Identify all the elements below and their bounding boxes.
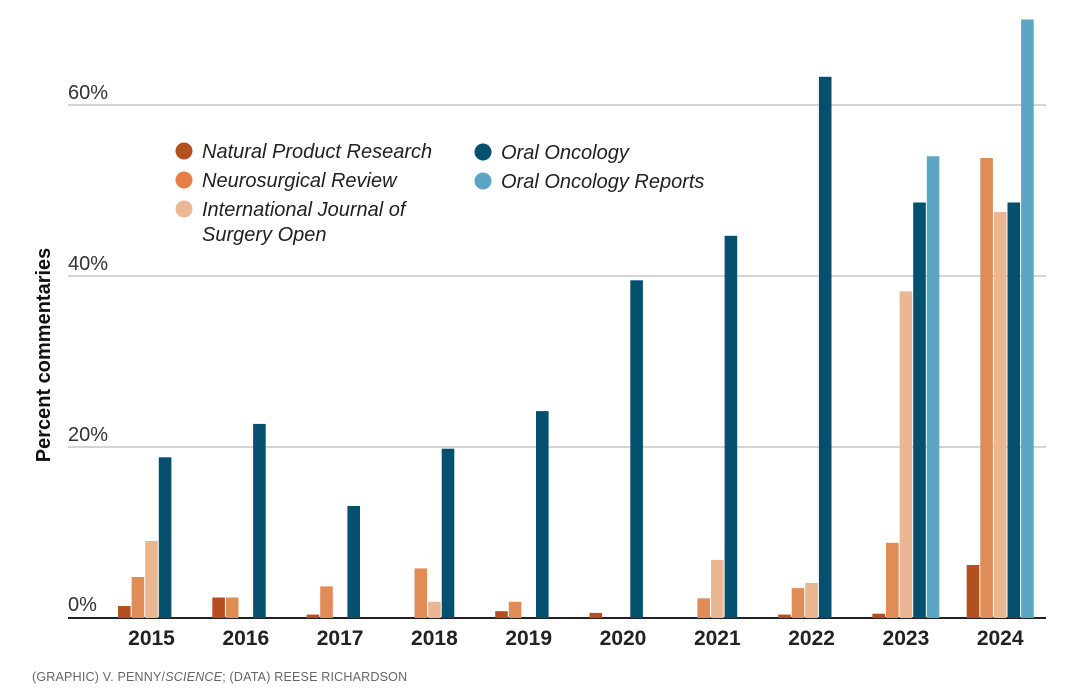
bar bbox=[711, 559, 724, 618]
bar bbox=[414, 568, 428, 618]
legend-label: International Journal of Surgery Open bbox=[202, 199, 408, 246]
legend-item: Oral Oncology bbox=[474, 142, 630, 164]
bar bbox=[589, 612, 603, 618]
legend-item: Neurosurgical Review bbox=[175, 170, 398, 192]
x-tick-label: 2020 bbox=[600, 627, 647, 650]
credit-line: (GRAPHIC) V. PENNY/SCIENCE; (DATA) REESE… bbox=[32, 670, 407, 684]
legend-swatch bbox=[175, 142, 193, 160]
x-tick-label: 2024 bbox=[977, 627, 1024, 650]
bar bbox=[791, 588, 805, 618]
x-tick-label: 2022 bbox=[788, 627, 835, 650]
bar bbox=[966, 565, 980, 618]
legend-label: Oral Oncology Reports bbox=[501, 171, 704, 193]
x-tick-label: 2019 bbox=[505, 627, 552, 650]
legend-item: Natural Product Research bbox=[175, 141, 432, 163]
bar bbox=[347, 506, 360, 618]
legend-label: Oral Oncology bbox=[501, 142, 630, 164]
credit-suffix: ; (DATA) REESE RICHARDSON bbox=[222, 670, 407, 684]
bar-layer bbox=[118, 19, 1034, 619]
bar bbox=[724, 235, 738, 619]
bar bbox=[993, 211, 1007, 618]
legend-swatch bbox=[175, 171, 193, 189]
y-tick-label: 60% bbox=[68, 82, 108, 104]
y-axis: 0% 20% 40% 60% bbox=[68, 82, 108, 616]
x-tick-label: 2018 bbox=[411, 627, 458, 650]
bar bbox=[886, 542, 899, 618]
bar bbox=[536, 411, 549, 618]
credit-prefix: (GRAPHIC) V. PENNY/ bbox=[32, 670, 166, 684]
legend-item: Oral Oncology Reports bbox=[474, 171, 704, 193]
bar bbox=[926, 156, 940, 619]
bar bbox=[131, 577, 145, 618]
y-axis-label: Percent commentaries bbox=[33, 248, 55, 463]
bar bbox=[306, 614, 320, 618]
bar bbox=[118, 606, 131, 618]
bar bbox=[225, 597, 239, 618]
legend-label: Neurosurgical Review bbox=[202, 170, 398, 192]
bar bbox=[212, 597, 225, 618]
legend-label: Natural Product Research bbox=[202, 141, 432, 163]
legend: Natural Product Research Neurosurgical Re… bbox=[175, 141, 704, 246]
legend-swatch bbox=[474, 143, 492, 161]
bar bbox=[508, 601, 522, 618]
bar bbox=[899, 291, 913, 618]
legend-item: International Journal of Surgery Open bbox=[175, 199, 408, 246]
bar bbox=[778, 614, 791, 618]
legend-label-line: International Journal of bbox=[202, 199, 408, 221]
bar bbox=[630, 280, 643, 618]
bar bbox=[980, 158, 993, 618]
credit-italic: SCIENCE bbox=[165, 670, 222, 684]
x-axis: 2015 2016 2017 2018 2019 2020 2021 2022 2023 2024 bbox=[128, 627, 1024, 650]
bar bbox=[872, 613, 885, 618]
x-tick-label: 2023 bbox=[883, 627, 930, 650]
bar bbox=[697, 598, 710, 618]
bar bbox=[158, 457, 172, 618]
legend-swatch bbox=[175, 200, 193, 218]
x-tick-label: 2015 bbox=[128, 627, 175, 650]
bar bbox=[495, 611, 508, 618]
bar bbox=[441, 448, 455, 618]
x-tick-label: 2021 bbox=[694, 627, 741, 650]
bar bbox=[1021, 19, 1034, 618]
bar bbox=[253, 423, 266, 618]
y-tick-label: 0% bbox=[68, 594, 97, 616]
legend-label-line: Surgery Open bbox=[202, 224, 327, 246]
bar bbox=[818, 76, 832, 619]
bar bbox=[428, 601, 441, 618]
legend-swatch bbox=[474, 172, 492, 190]
y-tick-label: 40% bbox=[68, 253, 108, 275]
x-tick-label: 2017 bbox=[317, 627, 364, 650]
x-tick-label: 2016 bbox=[222, 627, 269, 650]
bar bbox=[805, 582, 818, 618]
bar bbox=[145, 541, 158, 618]
bar bbox=[913, 202, 926, 618]
y-tick-label: 20% bbox=[68, 424, 108, 446]
bar bbox=[1007, 202, 1021, 618]
bar bbox=[320, 586, 333, 618]
